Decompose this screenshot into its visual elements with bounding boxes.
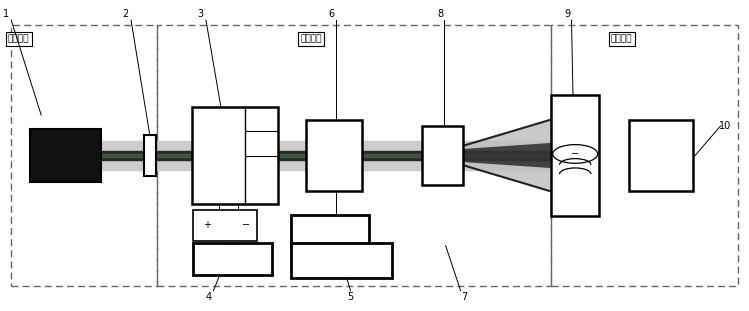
Polygon shape bbox=[449, 143, 551, 168]
Bar bbox=[629, 120, 693, 191]
Text: 8: 8 bbox=[437, 9, 443, 19]
Bar bbox=[422, 126, 463, 185]
Bar bbox=[551, 95, 599, 216]
Bar bbox=[193, 210, 257, 241]
Text: −: − bbox=[571, 149, 579, 159]
Bar bbox=[193, 243, 272, 275]
Text: 输入部分: 输入部分 bbox=[8, 35, 29, 43]
Text: 2: 2 bbox=[123, 9, 129, 19]
Text: −: − bbox=[242, 220, 249, 230]
Bar bbox=[551, 25, 738, 286]
Bar bbox=[291, 243, 392, 278]
Text: 3: 3 bbox=[198, 9, 204, 19]
Bar bbox=[157, 25, 551, 286]
Text: 编码部分: 编码部分 bbox=[300, 35, 321, 43]
Text: 6: 6 bbox=[329, 9, 335, 19]
Bar bbox=[11, 25, 157, 286]
Text: 7: 7 bbox=[461, 292, 467, 302]
Text: 1: 1 bbox=[3, 9, 9, 19]
Bar bbox=[306, 120, 362, 191]
Text: 5: 5 bbox=[348, 292, 354, 302]
Circle shape bbox=[553, 145, 598, 163]
Text: 4: 4 bbox=[205, 292, 211, 302]
Text: +: + bbox=[203, 220, 210, 230]
Text: 10: 10 bbox=[719, 121, 731, 131]
Bar bbox=[144, 135, 156, 176]
Text: 探测部分: 探测部分 bbox=[611, 35, 632, 43]
Bar bbox=[291, 215, 369, 246]
Bar bbox=[30, 129, 101, 182]
Text: 9: 9 bbox=[565, 9, 571, 19]
Bar bbox=[192, 107, 278, 204]
Polygon shape bbox=[449, 120, 551, 191]
